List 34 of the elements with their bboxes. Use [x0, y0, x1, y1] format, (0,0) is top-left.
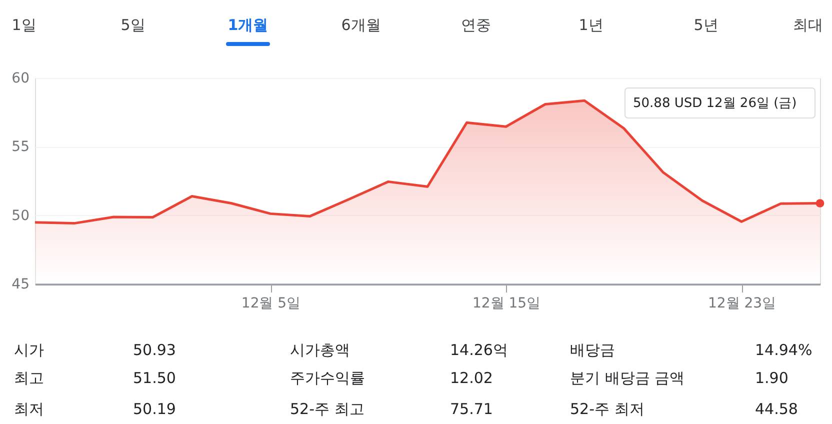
text: 배당금 — [570, 341, 615, 359]
text: 14.94% — [755, 341, 812, 359]
text: 분기 배당금 금액 — [570, 369, 685, 387]
text: 5년 — [694, 16, 718, 34]
text: 연중 — [461, 16, 491, 34]
text: 1.90 — [755, 369, 788, 387]
text: 최고 — [14, 369, 44, 387]
text: 시가 — [14, 341, 44, 359]
text: 52-주 최저 — [570, 400, 644, 418]
y-tick-label: 60 — [12, 70, 30, 86]
text: 14.26억 — [450, 341, 508, 359]
text: 최저 — [14, 400, 44, 418]
text: 5일 — [120, 16, 146, 34]
text: 6개월 — [341, 16, 381, 34]
text: 시가총액 — [290, 341, 350, 359]
x-tick-label: 12월 15일 — [472, 296, 541, 312]
text: 12.02 — [450, 369, 493, 387]
annotation: 50.88 USD 12월 26일 (금) — [633, 96, 797, 111]
x-tick-label: 12월 23일 — [708, 296, 776, 312]
text: 50.93 — [133, 341, 176, 359]
text: 51.50 — [133, 369, 176, 387]
text: 75.71 — [450, 400, 493, 418]
y-tick-label: 50 — [12, 208, 30, 224]
text: 52-주 최고 — [290, 400, 364, 418]
text: 주가수익률 — [290, 369, 365, 387]
text: 50.19 — [133, 400, 176, 418]
text: 최대 — [793, 16, 823, 34]
text: 44.58 — [755, 400, 798, 418]
text: 1년 — [578, 16, 604, 34]
text: 1일 — [12, 16, 36, 34]
text: 1개월 — [228, 16, 268, 34]
y-tick-label: 45 — [12, 276, 30, 292]
x-tick-label: 12월 5일 — [241, 296, 301, 312]
y-tick-label: 55 — [12, 139, 30, 156]
